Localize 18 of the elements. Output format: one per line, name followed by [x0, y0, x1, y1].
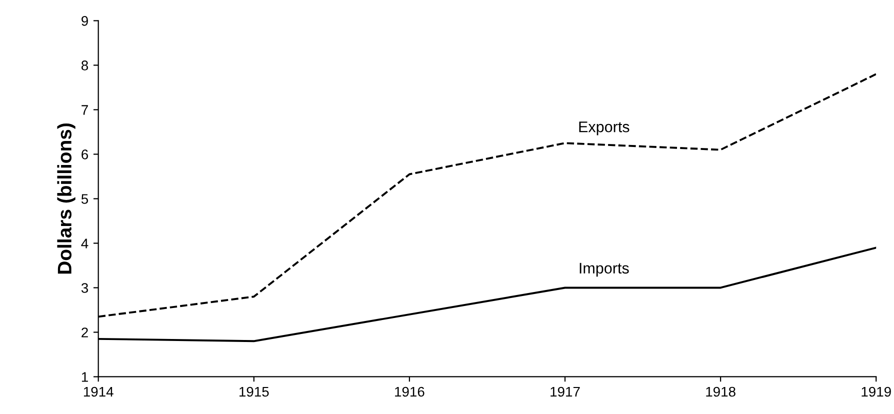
y-tick-label: 6: [82, 150, 88, 160]
x-tick-label: 1918: [706, 386, 736, 397]
y-tick-label: 8: [82, 60, 88, 70]
x-tick-label: 1916: [395, 386, 424, 397]
series-label: Exports: [579, 122, 630, 136]
x-tick-label: 1914: [84, 386, 114, 397]
x-tick-label: 1917: [550, 386, 580, 397]
y-axis-title: Dollars (billions): [57, 124, 76, 274]
x-tick-label: 1919: [862, 386, 891, 397]
y-tick-label: 1: [82, 372, 88, 382]
x-tick-label: 1915: [240, 386, 269, 397]
y-tick-label: 3: [81, 283, 88, 293]
y-tick-label: 5: [81, 194, 88, 204]
y-tick-label: 2: [82, 328, 88, 338]
y-tick-label: 9: [82, 16, 88, 26]
y-tick-label: 7: [82, 105, 88, 115]
y-tick-label: 4: [81, 238, 88, 248]
series-label: Imports: [580, 262, 629, 277]
